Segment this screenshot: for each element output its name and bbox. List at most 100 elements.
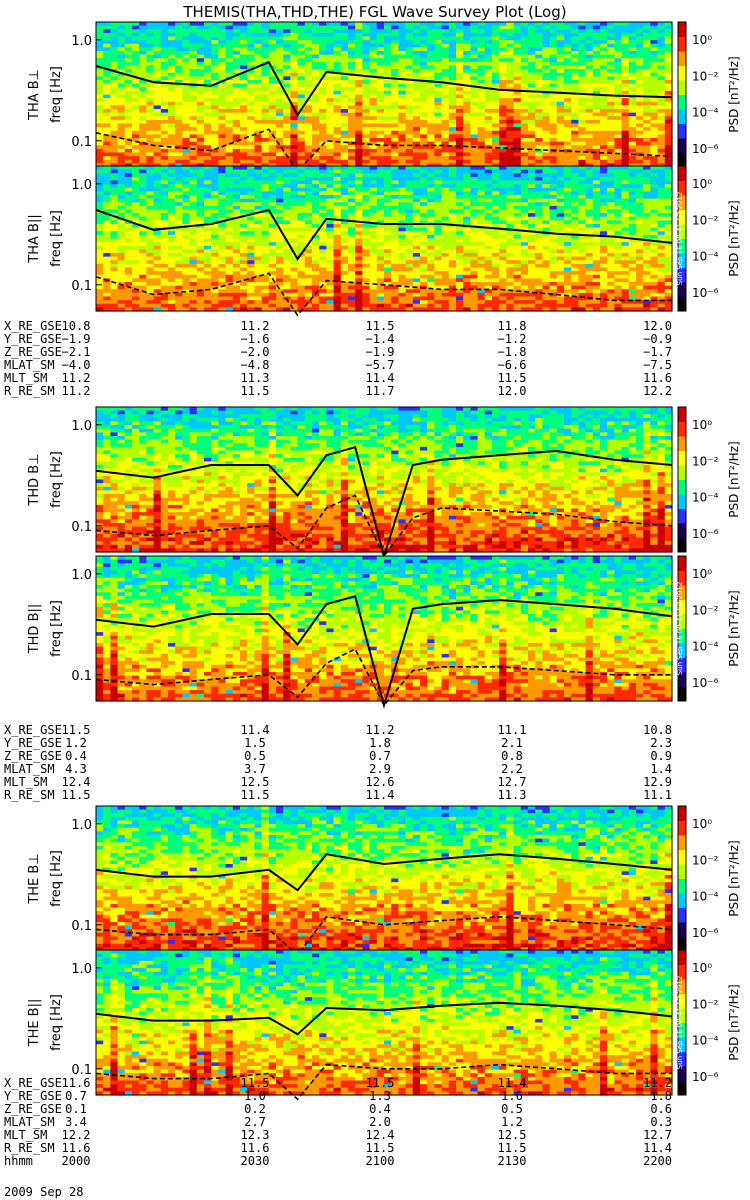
heatmap-cell [456,148,464,154]
heatmap-cell [247,32,255,38]
heatmap-cell [175,138,183,143]
heatmap-cell [369,184,378,189]
heatmap-cell [513,54,522,59]
heatmap-cell [348,278,356,283]
heatmap-cell [657,148,666,154]
heatmap-cell [470,112,479,117]
heatmap-cell [528,90,536,96]
heatmap-cell [117,36,126,41]
heatmap-cell [168,159,176,164]
heatmap-cell [196,202,205,207]
heatmap-cell [168,195,176,200]
heatmap-cell [204,51,212,56]
heatmap-cell [621,65,630,70]
colorbar-tick-label: 10⁰ [692,33,712,47]
heatmap-cell [542,134,551,139]
heatmap-cell [506,69,515,74]
heatmap-cell [211,307,219,312]
heatmap-cell [189,227,198,232]
heatmap-cell [621,109,630,114]
heatmap-cell [484,22,493,27]
heatmap-cell [369,116,378,121]
heatmap-cell [232,80,241,85]
heatmap-cell [225,101,234,106]
heatmap-cell [132,198,140,203]
heatmap-cell [556,101,565,106]
heatmap-cell [376,148,385,154]
heatmap-cell [175,22,183,27]
heatmap-cell [261,22,270,27]
heatmap-cell [578,138,587,143]
heatmap-cell [333,292,342,298]
heatmap-cell [146,289,155,294]
heatmap-cell [643,25,651,30]
heatmap-cell [261,289,270,294]
heatmap-cell [384,116,392,121]
heatmap-cell [110,123,119,128]
heatmap-cell [463,105,471,110]
heatmap-cell [96,224,104,229]
heatmap-cell [247,227,255,232]
heatmap-cell [607,101,615,106]
heatmap-cell [650,130,659,135]
heatmap-cell [628,69,637,74]
heatmap-cell [441,32,450,38]
heatmap-cell [636,76,644,81]
heatmap-cell [398,159,407,164]
heatmap-cell [153,69,162,74]
heatmap-cell [499,141,507,146]
heatmap-cell [585,130,594,135]
heatmap-cell [420,141,428,146]
heatmap-cell [290,40,299,45]
heatmap-cell [110,180,119,185]
heatmap-cell [384,227,392,232]
heatmap-cell [276,209,284,214]
heatmap-cell [168,209,176,214]
heatmap-cell [470,54,479,59]
heatmap-cell [196,220,205,225]
heatmap-cell [182,213,191,218]
heatmap-cell [268,83,277,88]
heatmap-cell [391,292,399,298]
heatmap-cell [290,227,299,232]
heatmap-cell [564,130,572,135]
heatmap-cell [182,105,191,110]
heatmap-cell [405,274,414,279]
heatmap-cell [117,112,126,117]
heatmap-cell [211,180,219,185]
heatmap-cell [189,87,198,92]
heatmap-cell [225,159,234,164]
heatmap-cell [247,184,255,189]
heatmap-cell [283,116,291,121]
heatmap-cell [398,54,407,59]
heatmap-cell [232,156,241,161]
heatmap-cell [405,180,414,185]
heatmap-cell [254,148,263,154]
heatmap-cell [369,176,378,182]
heatmap-cell [607,29,615,34]
heatmap-cell [549,87,558,92]
heatmap-cell [218,76,227,81]
heatmap-cell [153,238,162,243]
heatmap-cell [571,51,579,56]
heatmap-cell [146,58,155,63]
heatmap-cell [189,231,198,236]
heatmap-cell [427,105,435,110]
heatmap-cell [160,40,169,45]
heatmap-cell [204,176,212,182]
heatmap-cell [319,112,327,117]
heatmap-cell [218,156,227,161]
heatmap-cell [643,145,651,150]
heatmap-cell [456,58,464,63]
heatmap-cell [412,119,421,125]
heatmap-cell [528,54,536,59]
heatmap-cell [254,36,263,41]
heatmap-cell [168,231,176,236]
heatmap-cell [160,285,169,290]
heatmap-cell [276,112,284,117]
heatmap-cell [189,187,198,192]
heatmap-cell [556,43,565,48]
heatmap-cell [420,148,428,154]
heatmap-cell [283,271,291,276]
heatmap-cell [168,90,176,96]
